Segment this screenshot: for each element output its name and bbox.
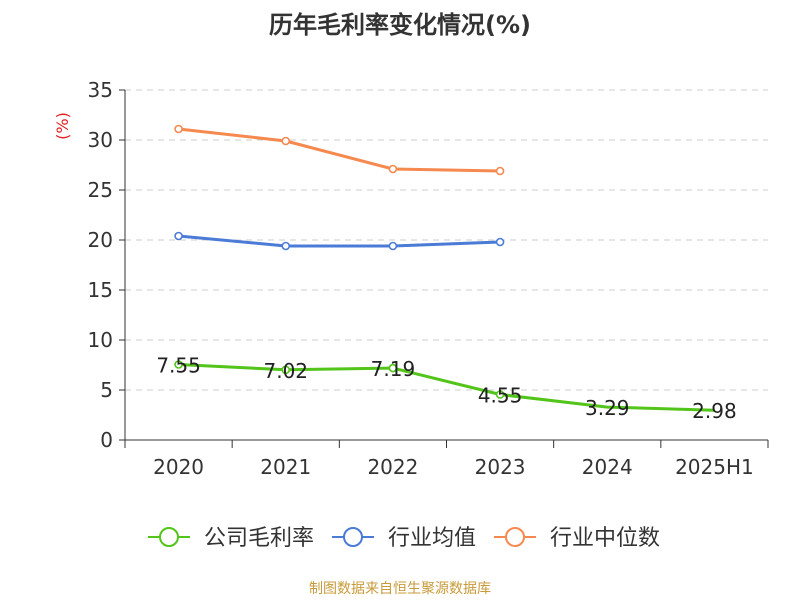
- source-note: 制图数据来自恒生聚源数据库: [309, 581, 491, 597]
- legend-item: 行业中位数: [494, 526, 660, 551]
- data-point: [174, 231, 183, 241]
- data-point: [388, 363, 398, 373]
- y-tick-label: 25: [88, 178, 113, 202]
- legend-item: 行业均值: [332, 526, 476, 551]
- axes: [119, 89, 769, 448]
- data-point: [174, 360, 183, 369]
- legend-label: 行业均值: [388, 526, 476, 551]
- x-tick-label: 2021: [260, 455, 311, 479]
- y-tick-label: 5: [100, 378, 113, 402]
- series-line: [178, 127, 501, 173]
- legend-marker: [343, 527, 363, 547]
- x-tick-label: 2024: [582, 455, 633, 479]
- grid-lines: [125, 89, 768, 391]
- y-tick-label: 10: [88, 328, 113, 352]
- data-point: [388, 164, 398, 174]
- chart-title: 历年毛利率变化情况(%): [269, 11, 531, 39]
- y-tick-label: 35: [88, 78, 113, 102]
- legend-marker: [159, 527, 179, 547]
- legend-label: 行业中位数: [550, 526, 660, 551]
- y-tick-label: 20: [88, 228, 113, 252]
- legend-item: 公司毛利率: [148, 526, 314, 551]
- x-tick-label: 2023: [475, 455, 526, 479]
- y-tick-label: 30: [88, 128, 113, 152]
- data-point: [281, 241, 291, 251]
- x-tick-label: 2025H1: [675, 455, 754, 479]
- x-tick-label: 2020: [153, 455, 204, 479]
- data-label: 3.29: [585, 396, 630, 420]
- legend: 公司毛利率 行业均值 行业中位数: [148, 526, 660, 551]
- data-label: 7.55: [156, 354, 201, 378]
- legend-marker: [505, 527, 525, 547]
- data-labels: 7.55 7.02 7.19 4.55 3.29 2.98: [156, 354, 736, 424]
- data-point: [495, 237, 505, 247]
- data-point: [388, 241, 398, 251]
- data-point: [281, 136, 291, 146]
- data-point: [495, 390, 505, 399]
- data-label: 7.02: [263, 359, 308, 383]
- y-tick-label: 15: [88, 278, 113, 302]
- data-label: 7.19: [371, 357, 416, 381]
- series-group: [174, 124, 715, 412]
- y-axis-label: (%): [53, 112, 72, 140]
- y-tick-labels: 0 5 10 15 20 25 30 35: [88, 78, 113, 452]
- series-line: [178, 363, 715, 412]
- series-line: [178, 234, 501, 248]
- data-label: 2.98: [692, 399, 737, 423]
- y-tick-label: 0: [100, 428, 113, 452]
- data-label: 4.55: [478, 384, 523, 408]
- legend-label: 公司毛利率: [204, 526, 314, 551]
- data-point: [281, 365, 291, 375]
- data-point: [174, 124, 183, 134]
- x-tick-label: 2022: [367, 455, 418, 479]
- x-tick-labels: 2020 2021 2022 2023 2024 2025H1: [153, 455, 754, 479]
- data-point: [495, 166, 505, 176]
